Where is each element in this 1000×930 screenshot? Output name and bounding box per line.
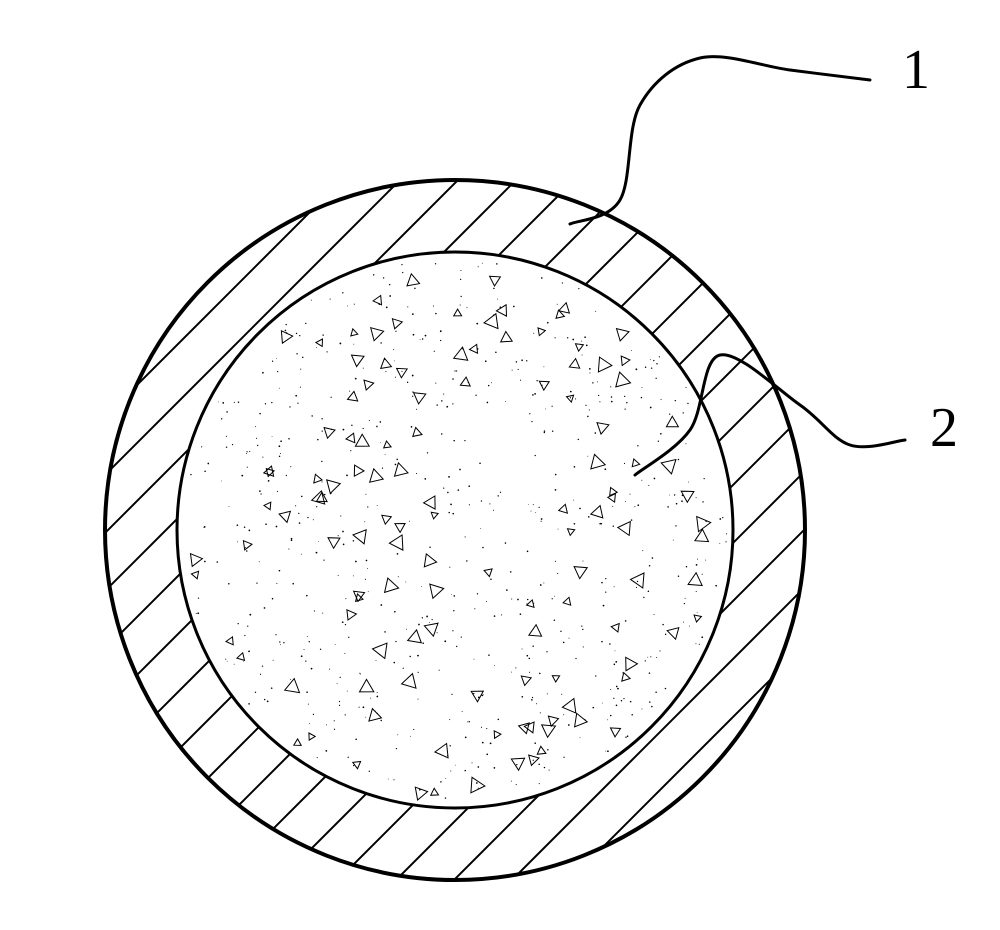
callout-1-leader: [570, 57, 870, 224]
inner-core-fill: [177, 252, 733, 808]
callout-2-label: 2: [930, 400, 958, 456]
callout-1-label: 1: [902, 42, 930, 98]
diagram-stage: 12: [0, 0, 1000, 930]
